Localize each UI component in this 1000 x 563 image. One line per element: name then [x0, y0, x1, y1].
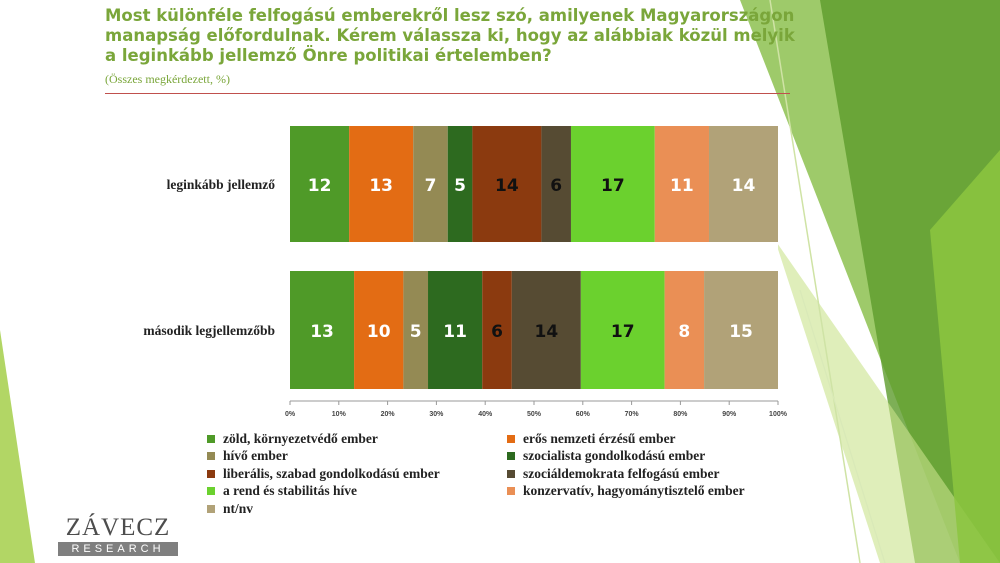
deco-right-shape: [930, 150, 1000, 563]
legend-swatch: [207, 487, 215, 495]
legend-item: liberális, szabad gondolkodású ember: [207, 465, 440, 482]
data-label: 6: [491, 322, 503, 342]
logo-subtitle: RESEARCH: [58, 542, 178, 556]
x-tick-label: 20%: [381, 411, 396, 418]
bar-segment: [403, 271, 429, 389]
data-label: 17: [611, 322, 635, 342]
data-label: 5: [454, 176, 466, 196]
legend-label: szociáldemokrata felfogású ember: [523, 465, 720, 481]
legend-swatch: [507, 469, 515, 478]
bar-segment: [349, 126, 414, 242]
data-label: 14: [534, 322, 558, 342]
x-tick-label: 50%: [527, 411, 542, 418]
bar-segment: [290, 271, 355, 389]
deco-light-band: [775, 240, 1000, 563]
x-tick-label: 10%: [332, 411, 347, 418]
bar-segment: [428, 271, 483, 389]
data-label: 6: [550, 176, 562, 196]
legend-item: szociáldemokrata felfogású ember: [507, 465, 719, 482]
data-label: 11: [670, 176, 694, 196]
legend-swatch: [207, 434, 215, 443]
legend-item: nt/nv: [207, 500, 253, 517]
data-label: 14: [495, 176, 519, 196]
bar-segment: [413, 126, 448, 242]
bar-segment: [570, 126, 655, 242]
legend-item: zöld, környezetvédő ember: [207, 430, 378, 447]
x-tick-label: 30%: [429, 411, 444, 418]
legend-label: nt/nv: [223, 500, 254, 516]
data-label: 7: [425, 176, 437, 196]
legend-item: a rend és stabilitás híve: [207, 483, 357, 500]
legend-label: szocialista gondolkodású ember: [523, 448, 706, 463]
legend-item: erős nemzeti érzésű ember: [507, 430, 676, 447]
x-tick-label: 0%: [285, 411, 296, 418]
x-tick-label: 60%: [576, 411, 591, 418]
data-label: 13: [310, 322, 334, 342]
data-label: 15: [729, 322, 753, 342]
bar-segment: [354, 271, 404, 389]
bar-segment: [447, 126, 473, 242]
bar-segment: [708, 126, 778, 242]
chart-title: Most különféle felfogású emberekről lesz…: [105, 6, 795, 65]
legend-label: erős nemzeti érzésű ember: [523, 430, 676, 446]
bar-segment: [664, 271, 705, 389]
chart-subtitle: (Összes megkérdezett, %): [105, 72, 230, 86]
data-label: 12: [308, 176, 332, 196]
x-tick-label: 100%: [769, 411, 788, 418]
legend-swatch: [207, 452, 215, 460]
bar-segment: [654, 126, 709, 242]
x-tick-label: 80%: [673, 411, 688, 418]
x-tick-label: 40%: [478, 411, 493, 418]
legend-item: konzervatív, hagyománytisztelő ember: [507, 483, 745, 500]
bar-segment: [541, 126, 571, 242]
legend-label: a rend és stabilitás híve: [223, 483, 358, 498]
legend-label: hívő ember: [223, 448, 288, 463]
legend-label: zöld, környezetvédő ember: [223, 430, 378, 446]
legend-swatch: [507, 487, 515, 495]
zavecz-logo: ZÁVECZ RESEARCH: [58, 515, 178, 556]
title-underline: [105, 93, 790, 94]
bar-segment: [704, 271, 778, 389]
logo-wordmark: ZÁVECZ: [65, 514, 171, 541]
bar-segment: [472, 126, 542, 242]
x-tick-label: 70%: [625, 411, 640, 418]
bar-segment: [482, 271, 512, 389]
deco-left-shape: [0, 330, 35, 563]
legend-label: liberális, szabad gondolkodású ember: [223, 465, 440, 481]
legend-swatch: [207, 504, 215, 513]
data-label: 10: [367, 322, 391, 342]
data-label: 14: [732, 176, 756, 196]
legend-swatch: [507, 434, 515, 443]
bar-segment: [290, 126, 350, 242]
data-label: 13: [369, 176, 393, 196]
bar-segment: [580, 271, 665, 389]
legend-item: szocialista gondolkodású ember: [507, 448, 705, 465]
data-label: 17: [601, 176, 625, 196]
category-label: második legjellemzőbb: [143, 323, 275, 338]
data-label: 5: [410, 322, 422, 342]
legend-swatch: [207, 469, 215, 478]
deco-line-2: [799, 289, 886, 563]
legend-swatch: [507, 452, 515, 460]
legend-label: konzervatív, hagyománytisztelő ember: [523, 483, 745, 498]
category-label: leginkább jellemző: [167, 177, 276, 192]
data-label: 11: [443, 322, 467, 342]
legend-item: hívő ember: [207, 448, 288, 465]
x-tick-label: 90%: [722, 411, 737, 418]
bar-segment: [511, 271, 581, 389]
data-label: 8: [678, 322, 690, 342]
